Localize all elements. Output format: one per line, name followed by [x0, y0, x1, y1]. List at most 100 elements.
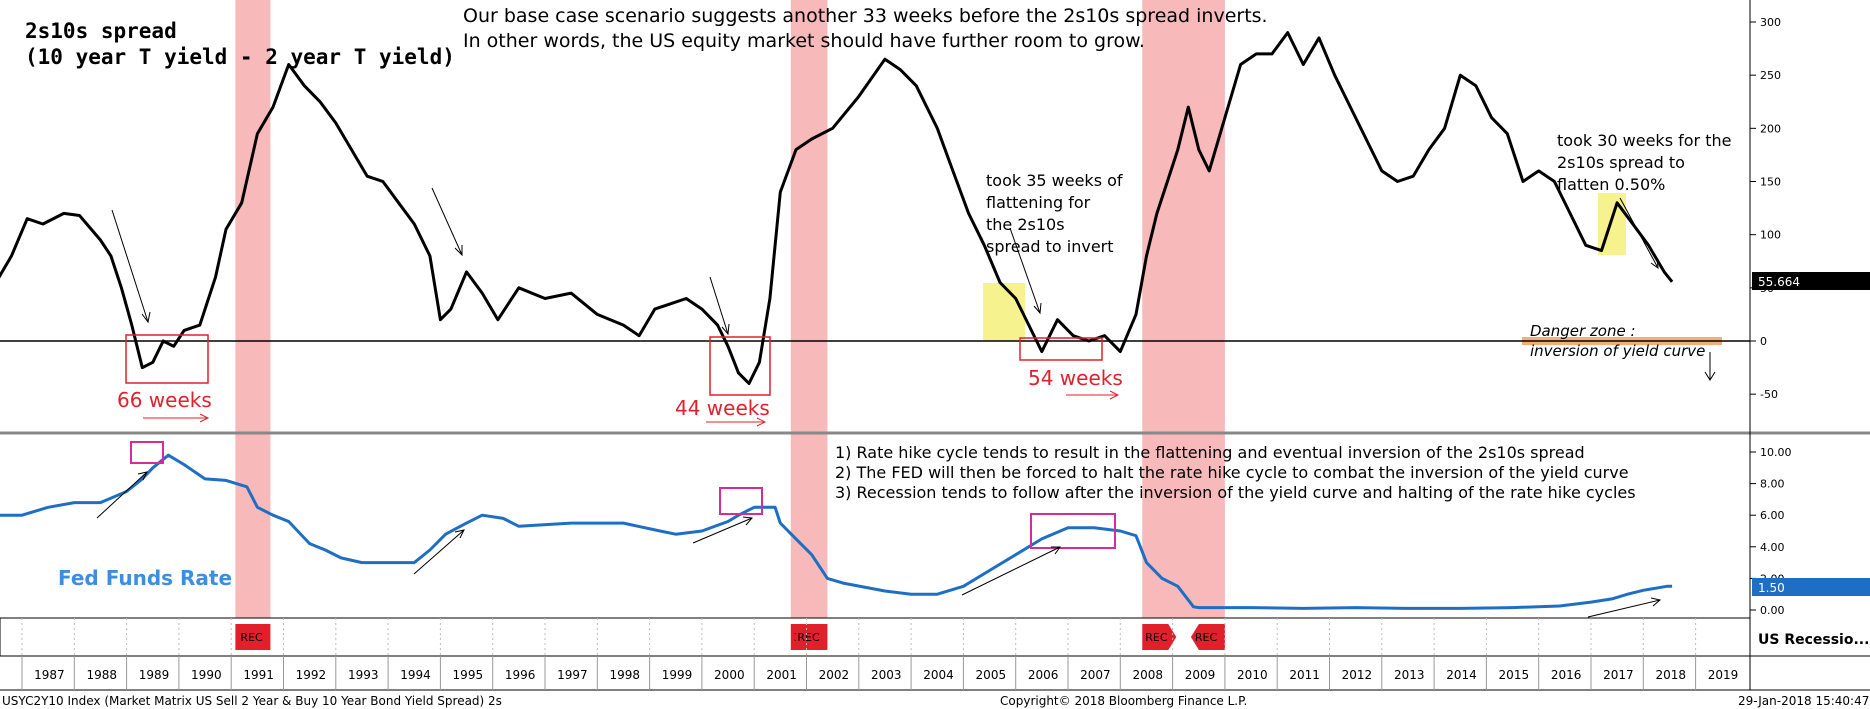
peak-box-2000: [719, 487, 763, 515]
y-tick-label: 300: [1760, 16, 1781, 29]
year-label: 1999: [662, 668, 693, 682]
footer-left: USYC2Y10 Index (Market Matrix US Sell 2 …: [2, 694, 502, 708]
label-54-weeks: 54 weeks: [1028, 366, 1123, 390]
note-2: 2) The FED will then be forced to halt t…: [835, 463, 1629, 482]
year-label: 2012: [1342, 668, 1373, 682]
note-1: 1) Rate hike cycle tends to result in th…: [835, 443, 1585, 462]
fed-last-value-flag: [1752, 578, 1870, 596]
spread-series-line: [0, 31, 1674, 385]
rec-marker: REC: [793, 624, 828, 650]
rec-marker: REC: [1142, 624, 1177, 650]
year-label: 2019: [1708, 668, 1739, 682]
upper-arrows: [111, 187, 1716, 381]
highlight-2005: [983, 283, 1025, 341]
year-label: 1998: [609, 668, 640, 682]
year-label: 1996: [505, 668, 536, 682]
year-label: 2015: [1499, 668, 1530, 682]
year-label: 2002: [819, 668, 850, 682]
year-label: 1993: [348, 668, 379, 682]
year-label: 2005: [976, 668, 1007, 682]
y-axis-upper-ticks: 300250200150100500-50: [1750, 16, 1781, 401]
rec-marker: REC: [1190, 624, 1225, 650]
recession-bands: [235, 0, 1225, 618]
year-label: 1992: [296, 668, 327, 682]
lower-panel-bg: [0, 437, 1750, 617]
annot35-line: spread to invert: [986, 237, 1114, 256]
year-label: 2008: [1132, 668, 1163, 682]
last-value-flag: [1752, 272, 1870, 290]
rec-marker-label: REC: [1195, 631, 1218, 644]
year-label: 1987: [34, 668, 65, 682]
danger-zone-line2: inversion of yield curve: [1530, 342, 1705, 360]
rec-marker: REC: [236, 624, 271, 650]
annot35-line: flattening for: [986, 193, 1091, 212]
annot30-line: flatten 0.50%: [1557, 175, 1665, 194]
annot35-line: the 2s10s: [986, 215, 1065, 234]
footer-center: Copyright© 2018 Bloomberg Finance L.P.: [1000, 694, 1247, 708]
year-label: 2003: [871, 668, 902, 682]
year-label: 1997: [557, 668, 588, 682]
y-tick-label: 0.00: [1760, 604, 1785, 617]
rec-marker-label: REC: [797, 631, 820, 644]
chart-title-line1: 2s10s spread: [25, 19, 177, 43]
label-66-weeks: 66 weeks: [117, 388, 212, 412]
y-tick-label: 10.00: [1760, 446, 1792, 459]
y-tick-label: 0: [1760, 335, 1767, 348]
label-44-weeks: 44 weeks: [675, 396, 770, 420]
fed-last-value-text: 1.50: [1758, 581, 1785, 595]
fed-series-line: [0, 453, 1673, 610]
year-label: 2004: [923, 668, 954, 682]
rec-marker-label: REC: [1145, 631, 1168, 644]
year-label: 2014: [1446, 668, 1477, 682]
year-label: 2011: [1289, 668, 1320, 682]
year-label: 2009: [1185, 668, 1216, 682]
x-axis-years: 1987 1988 1989 1990 1991 1992 1993 1994 1995 1996…: [21, 618, 1739, 690]
year-label: 2001: [766, 668, 797, 682]
year-label: 2006: [1028, 668, 1059, 682]
year-label: 2007: [1080, 668, 1111, 682]
footer-right: 29-Jan-2018 15:40:47: [1738, 694, 1869, 708]
year-label: 1989: [139, 668, 170, 682]
year-label: 1988: [86, 668, 117, 682]
inversion-box-2000: [709, 336, 771, 396]
recession-band: [790, 0, 828, 618]
danger-zone-line1: Danger zone :: [1530, 322, 1636, 340]
headline-line2: In other words, the US equity market sho…: [463, 30, 1145, 52]
year-label: 1995: [453, 668, 484, 682]
recession-strip-bands: RECRECRECRECRECREC: [235, 624, 1225, 650]
annot30-line: took 30 weeks for the: [1557, 131, 1731, 150]
lower-arrows: [96, 471, 1662, 618]
peak-box-1989: [130, 441, 164, 464]
recession-strip: [0, 617, 1751, 657]
recession-label: US Recessio...: [1758, 632, 1869, 648]
year-label: 2016: [1551, 668, 1582, 682]
y-tick-label: 100: [1760, 229, 1781, 242]
chart-title-line2: (10 year T yield - 2 year T yield): [25, 45, 455, 69]
note-3: 3) Recession tends to follow after the i…: [835, 483, 1636, 502]
annotation-35-weeks: took 35 weeks of flattening for the 2s10…: [986, 171, 1123, 256]
inversion-box-1989: [125, 334, 209, 384]
year-label: 2013: [1394, 668, 1425, 682]
y-tick-label: 150: [1760, 176, 1781, 189]
peak-box-2006: [1030, 513, 1116, 549]
inversion-box-2006: [1019, 337, 1103, 361]
rec-marker-label: REC: [240, 631, 263, 644]
y-tick-label: 200: [1760, 122, 1781, 135]
y-tick-label: 6.00: [1760, 509, 1785, 522]
headline-line1: Our base case scenario suggests another …: [463, 5, 1268, 27]
last-value-text: 55.664: [1758, 275, 1800, 289]
recession-band: [235, 0, 271, 618]
year-label: 1991: [243, 668, 274, 682]
year-label: 2017: [1603, 668, 1634, 682]
red-arrows: [143, 390, 1120, 427]
year-label: 2010: [1237, 668, 1268, 682]
annot35-line: took 35 weeks of: [986, 171, 1123, 190]
annotation-30-weeks: took 30 weeks for the 2s10s spread to fl…: [1557, 131, 1731, 194]
y-tick-label: 4.00: [1760, 541, 1785, 554]
y-tick-label: 8.00: [1760, 478, 1785, 491]
year-label: 1994: [400, 668, 431, 682]
y-tick-label: -50: [1760, 388, 1778, 401]
recession-band: [1142, 0, 1225, 618]
